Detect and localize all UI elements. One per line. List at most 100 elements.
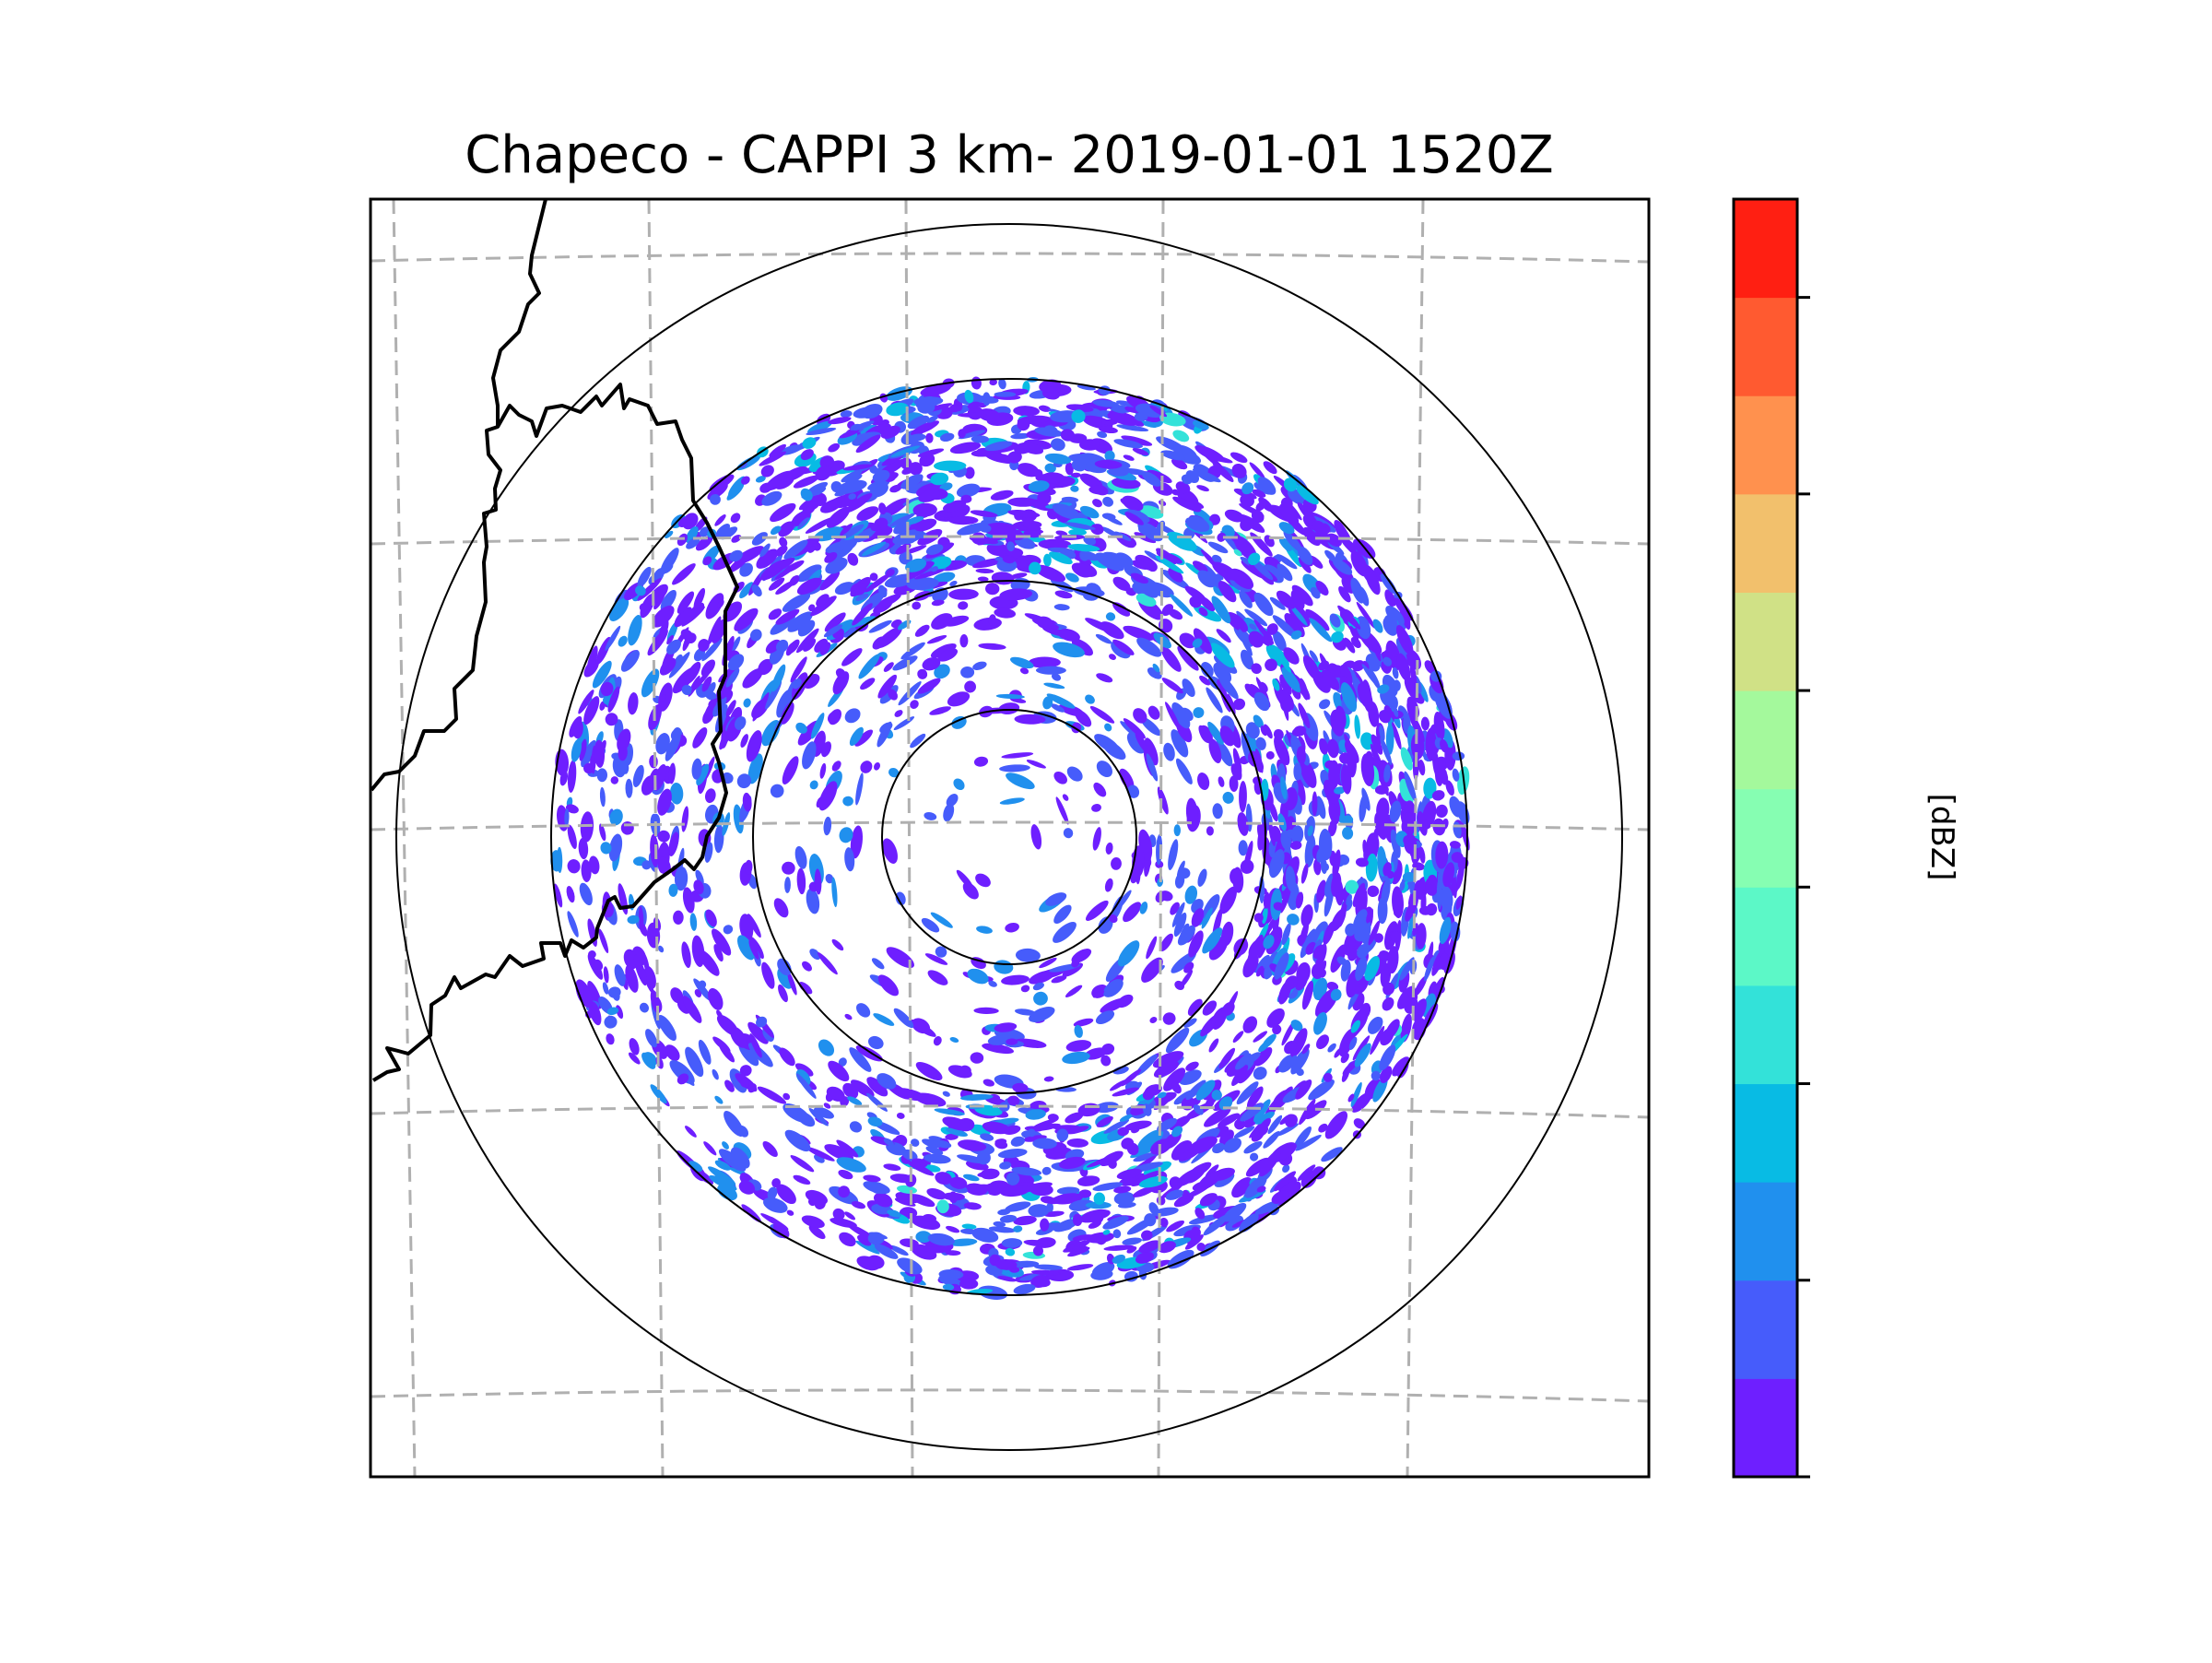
echo-cell — [1112, 1229, 1122, 1239]
echo-cell — [1012, 1082, 1029, 1093]
echo-cell — [1399, 957, 1415, 981]
echo-cell — [792, 678, 802, 690]
echo-cell — [1166, 1220, 1185, 1233]
echo-cell — [907, 415, 930, 430]
echo-cell — [873, 1192, 893, 1208]
echo-cell — [1047, 1114, 1059, 1122]
echo-cell — [1268, 849, 1285, 879]
echo-cell — [603, 966, 609, 984]
echo-cell — [599, 823, 606, 842]
echo-cell — [838, 1057, 847, 1067]
echo-cell — [610, 776, 619, 784]
echo-cell — [1290, 1048, 1310, 1075]
echo-cell — [1139, 902, 1148, 914]
echo-cell — [1053, 771, 1067, 784]
echo-cell — [1354, 714, 1360, 739]
echo-cell — [1399, 880, 1406, 891]
echo-cell — [1014, 1008, 1036, 1016]
echo-cell — [629, 1038, 640, 1056]
echo-cell — [620, 821, 634, 835]
echo-cell — [977, 576, 989, 582]
echo-cell — [999, 588, 1033, 601]
echo-cell — [1278, 522, 1295, 535]
echo-cell — [1066, 1126, 1089, 1135]
echo-cell — [666, 639, 681, 655]
echo-cell — [1365, 853, 1378, 882]
echo-cell — [1010, 1136, 1026, 1147]
echo-cell — [988, 980, 997, 987]
echo-cell — [1242, 953, 1259, 978]
echo-cell — [908, 433, 926, 442]
echo-cell — [1212, 461, 1234, 482]
echo-cell — [1434, 689, 1453, 719]
echo-cell — [691, 758, 702, 780]
echo-cell — [1040, 1218, 1050, 1232]
echo-cell — [605, 625, 621, 651]
echo-cell — [608, 833, 623, 862]
echo-cell — [617, 728, 631, 752]
echo-cell — [842, 796, 853, 807]
echo-cell — [728, 554, 750, 573]
echo-cell — [1310, 586, 1321, 599]
echo-cell — [1304, 655, 1318, 674]
echo-cell — [808, 1107, 829, 1126]
echo-cell — [731, 535, 742, 543]
echo-cell — [658, 945, 665, 953]
echo-cell — [1013, 1215, 1037, 1226]
echo-cell — [659, 657, 677, 676]
echo-cell — [1112, 602, 1131, 617]
echo-cell — [806, 1147, 835, 1162]
echo-cell — [1368, 701, 1380, 727]
echo-cell — [998, 702, 1020, 715]
echo-cell — [917, 668, 928, 679]
echo-cell — [1207, 721, 1224, 745]
echo-cell — [739, 1065, 752, 1077]
echo-cell — [668, 762, 677, 784]
echo-cell — [1222, 791, 1234, 804]
echo-cell — [782, 756, 799, 784]
echo-cell — [660, 694, 667, 702]
echo-cell — [855, 593, 869, 601]
echo-cell — [1434, 756, 1449, 771]
echo-cell — [682, 996, 702, 1023]
echo-cell — [639, 1002, 650, 1013]
echo-cell — [596, 768, 608, 783]
echo-cell — [869, 572, 878, 582]
echo-cell — [1257, 477, 1277, 495]
echo-cell — [1169, 1176, 1182, 1189]
echo-cell — [1042, 1222, 1072, 1232]
echo-cell — [704, 788, 716, 804]
echo-cell — [865, 572, 891, 593]
echo-cell — [1044, 453, 1072, 465]
echo-cell — [1250, 1152, 1259, 1162]
echo-cell — [1104, 515, 1123, 525]
echo-cell — [924, 811, 937, 820]
echo-cell — [1107, 1158, 1117, 1169]
echo-cell — [958, 412, 987, 418]
parallel-line — [371, 1388, 1649, 1403]
echo-cell — [1160, 450, 1185, 461]
echo-cell — [729, 549, 743, 562]
echo-cell — [880, 425, 900, 440]
echo-cell — [723, 925, 734, 935]
echo-cell — [1370, 1025, 1385, 1056]
echo-cell — [1404, 677, 1425, 704]
echo-cell — [931, 566, 938, 572]
echo-cell — [995, 693, 1025, 700]
echo-cell — [957, 523, 989, 536]
echo-cell — [1361, 787, 1371, 811]
echo-cell — [1126, 1245, 1137, 1254]
echo-cell — [862, 541, 887, 557]
echo-cell — [1092, 499, 1102, 508]
echo-cell — [775, 608, 800, 625]
echo-cell — [1349, 625, 1359, 642]
echo-cell — [765, 639, 782, 654]
echo-cell — [942, 1091, 950, 1097]
echo-cell — [1196, 485, 1209, 492]
echo-cell — [982, 1043, 1015, 1055]
echo-cell — [1049, 551, 1073, 565]
echo-cell — [1152, 663, 1160, 673]
echo-cell — [807, 420, 832, 434]
echo-cell — [1414, 975, 1428, 997]
echo-cell — [963, 1174, 980, 1182]
